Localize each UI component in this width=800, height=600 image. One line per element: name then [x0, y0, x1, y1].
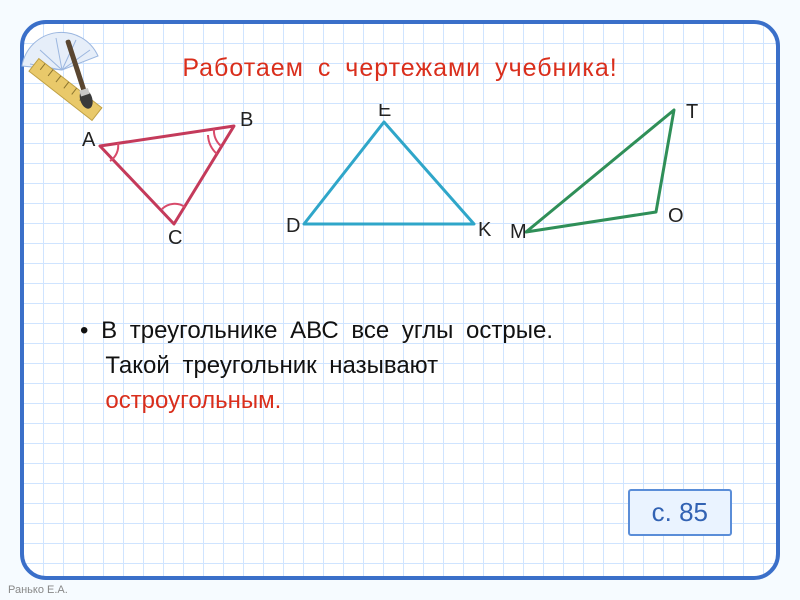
svg-text:D: D: [286, 215, 300, 237]
triangle-dek: D E K: [286, 104, 492, 241]
author-credit: Ранько Е.А.: [8, 584, 68, 596]
triangles-diagram: A B C D E K M T O: [74, 104, 734, 264]
bullet: •: [80, 317, 88, 344]
page-badge: с. 85: [628, 489, 732, 536]
svg-text:O: O: [668, 205, 684, 227]
body-line2a: Такой треугольник называют: [105, 352, 438, 379]
body-line1: В треугольнике АВС все углы острые.: [101, 317, 553, 344]
svg-text:K: K: [478, 219, 492, 241]
slide-title: Работаем с чертежами учебника!: [24, 54, 776, 83]
svg-text:T: T: [686, 104, 698, 123]
svg-text:A: A: [82, 129, 96, 151]
svg-text:E: E: [378, 104, 391, 121]
body-highlight: остроугольным.: [105, 387, 281, 414]
slide-frame: Работаем с чертежами учебника! A B C D E…: [20, 20, 780, 580]
triangle-mto: M T O: [510, 104, 698, 243]
svg-text:C: C: [168, 227, 182, 249]
svg-text:B: B: [240, 109, 253, 131]
svg-text:M: M: [510, 221, 527, 243]
body-text: • В треугольнике АВС все углы острые. Та…: [80, 314, 720, 418]
triangle-abc: A B C: [82, 109, 253, 249]
